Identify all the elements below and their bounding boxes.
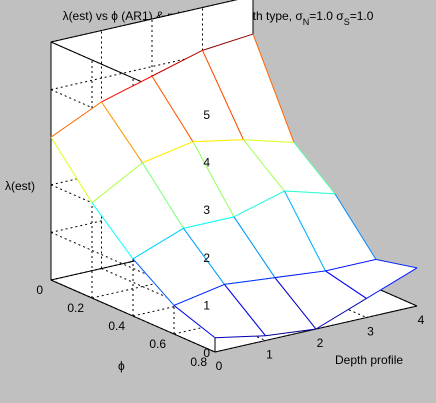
surface-edge-2-2-3 [233,216,276,278]
y-axis-label: ϕ [118,359,125,373]
surface-edge-1-3-1 [293,142,336,195]
surface-edge-1-1-0 [142,141,194,164]
z-tick-label-1: 1 [203,298,210,312]
surface-edge-0-0-3 [50,136,93,204]
surface-face-0-2 [152,50,244,142]
surface-edge-2-3-0 [284,190,336,195]
surface-face-0-0 [51,101,143,203]
surface-edge-3-0-3 [173,305,216,339]
surface-edge-0-1-3 [101,101,143,164]
surface-edge-3-0-2 [214,335,266,339]
x-tick-label-2: 2 [317,336,324,350]
surface-face-1-2 [193,139,285,217]
z-axis-label: λ(est) [5,179,35,193]
surface-edge-3-1-3 [224,284,266,337]
surface-plot [50,33,418,339]
x-tick-label-0: 0 [216,359,223,373]
y-tick-label-2: 0.4 [108,319,125,333]
y-tick-label-4: 0.8 [190,355,207,369]
z-tick-label-0: 0 [203,346,210,360]
surface-face-1-3 [243,139,335,194]
surface-edge-1-2-3 [192,141,235,218]
x-tick-label-1: 1 [266,348,273,362]
surface-face-3-3 [325,259,417,299]
surface-edge-0-3-3 [202,50,244,140]
surface-face-1-0 [92,162,184,259]
surface-edge-1-0-3 [91,202,134,260]
surface-face-1-1 [142,141,234,229]
surface-edge-3-0-0 [173,283,225,306]
surface-face-2-0 [133,228,225,306]
surface-face-2-1 [183,216,275,285]
surface-edge-0-3-1 [252,33,295,143]
box-edge-5 [50,0,238,43]
surface-edge-2-0-0 [132,227,184,260]
surface-face-0-3 [202,34,294,143]
surface-edge-3-3-1 [375,258,418,269]
surface-face-0-1 [101,76,193,163]
surface-edge-1-2-0 [192,139,244,143]
surface-edge-1-3-0 [243,139,295,144]
surface-edge-3-2-0 [274,270,326,279]
surface-edge-0-1-0 [101,75,153,103]
surface-edge-3-2-3 [274,277,317,330]
surface-edge-3-3-3 [325,270,367,299]
surface-edge-3-2-2 [315,298,367,330]
z-tick-label-3: 3 [203,203,210,217]
surface-edge-0-3-0 [202,33,254,51]
surface-edge-2-2-0 [233,190,285,218]
z-tick-label-2: 2 [203,251,210,265]
surface-face-3-2 [275,270,367,329]
y-tick-label-1: 0.2 [67,301,84,315]
surface-edge-2-1-0 [183,216,235,229]
surface-edge-0-0-0 [50,101,102,138]
surface-edge-1-0-0 [91,162,143,204]
surface-edge-3-3-0 [325,258,377,272]
x-axis-label: Depth profile [335,353,403,367]
surface-edge-0-2-0 [151,49,203,77]
surface-edge-3-3-2 [366,267,418,299]
y-tick-label-3: 0.6 [149,337,166,351]
surface-face-2-2 [234,191,326,278]
y-tick-label-0: 0 [36,283,43,297]
surface-edge-3-1-0 [224,277,276,285]
surface-edge-2-0-3 [132,258,175,306]
surface-edge-1-1-3 [142,162,184,229]
z-tick-label-5: 5 [203,108,210,122]
x-tick-label-4: 4 [418,313,425,327]
box-edge-1 [50,279,216,353]
surface-face-3-0 [174,284,266,338]
surface-edge-3-1-2 [265,328,317,337]
surface-edge-0-2-3 [151,75,194,142]
surface-edge-2-1-3 [183,228,225,285]
z-tick-label-4: 4 [203,156,210,170]
surface-face-2-3 [284,191,376,271]
surface-edge-1-3-3 [243,139,285,192]
surface-edge-2-3-1 [334,193,377,260]
surface-edge-2-3-3 [284,190,326,272]
surface-face-3-1 [224,277,316,336]
x-tick-label-3: 3 [367,325,374,339]
